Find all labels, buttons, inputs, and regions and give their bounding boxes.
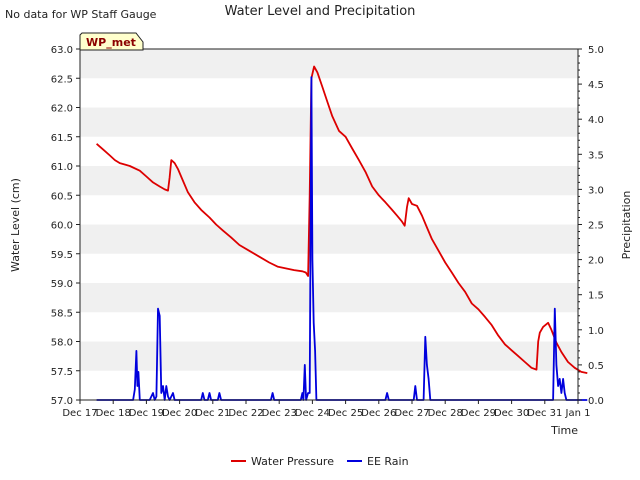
chart-title: Water Level and Precipitation — [225, 4, 416, 19]
x-tick-label: Dec 30 — [494, 408, 529, 419]
station-badge: WP_met — [79, 32, 144, 51]
y-right-tick-label: 4.5 — [588, 80, 604, 91]
y-left-tick-label: 61.5 — [51, 133, 73, 144]
x-tick-label: Dec 31 — [527, 408, 562, 419]
legend-label-water: Water Pressure — [251, 455, 334, 468]
legend-label-rain: EE Rain — [367, 455, 409, 468]
x-tick-label: Dec 24 — [295, 408, 330, 419]
background-bands — [80, 49, 578, 371]
y-left-tick-label: 61.0 — [51, 162, 73, 173]
y-left-tick-label: 57.5 — [51, 367, 73, 378]
grid-band — [80, 283, 578, 313]
x-tick-label: Dec 17 — [62, 408, 97, 419]
x-tick-label: Dec 18 — [96, 408, 131, 419]
x-tick-label: Dec 28 — [428, 408, 463, 419]
y-left-tick-label: 62.5 — [51, 74, 73, 85]
y-left-tick-label: 59.0 — [51, 279, 73, 290]
series-water-pressure — [96, 65, 588, 374]
y-left-tick-label: 63.0 — [51, 45, 73, 56]
y-axis-left-label: Water Level (cm) — [9, 178, 22, 272]
grid-band — [80, 166, 578, 196]
x-tick-label: Dec 23 — [262, 408, 297, 419]
x-tick-label: Dec 27 — [394, 408, 429, 419]
x-tick-label: Dec 26 — [361, 408, 396, 419]
y-right-tick-label: 1.5 — [588, 291, 604, 302]
y-right-tick-label: 5.0 — [588, 45, 604, 56]
grid-band — [80, 107, 578, 137]
y-axis-right-label: Precipitation — [620, 191, 633, 260]
y-right-tick-label: 0.5 — [588, 361, 604, 372]
x-tick-label: Dec 22 — [228, 408, 263, 419]
x-tick-label: Dec 20 — [162, 408, 197, 419]
y-right-tick-label: 1.0 — [588, 326, 604, 337]
y-left-tick-label: 59.5 — [51, 250, 73, 261]
corner-note: No data for WP Staff Gauge — [5, 8, 157, 21]
y-left-tick-label: 60.5 — [51, 191, 73, 202]
x-tick-label: Dec 21 — [195, 408, 230, 419]
y-right-tick-label: 4.0 — [588, 115, 604, 126]
station-badge-label: WP_met — [86, 36, 136, 49]
x-axis-label: Time — [550, 424, 578, 437]
x-tick-label: Dec 25 — [328, 408, 363, 419]
grid-band — [80, 49, 578, 79]
x-tick-label: Jan 1 — [565, 408, 591, 419]
x-tick-label: Dec 19 — [129, 408, 164, 419]
y-left-tick-label: 57.0 — [51, 396, 73, 407]
y-left-tick-label: 58.0 — [51, 338, 73, 349]
y-left-tick-label: 60.0 — [51, 221, 73, 232]
x-tick-label: Dec 29 — [461, 408, 496, 419]
y-right-tick-label: 3.5 — [588, 150, 604, 161]
y-right-tick-label: 2.0 — [588, 256, 604, 267]
grid-band — [80, 341, 578, 371]
y-left-tick-label: 58.5 — [51, 308, 73, 319]
y-right-tick-label: 2.5 — [588, 221, 604, 232]
y-left-tick-label: 62.0 — [51, 104, 73, 115]
y-right-tick-label: 3.0 — [588, 185, 604, 196]
y-right-tick-label: 0.0 — [588, 396, 604, 407]
tick-layer: 57.0 57.5 58.0 58.5 59.0 59.5 60.0 60.5 61.0 61.5… — [51, 45, 604, 419]
grid-band — [80, 224, 578, 254]
legend: Water Pressure EE Rain — [231, 455, 409, 468]
